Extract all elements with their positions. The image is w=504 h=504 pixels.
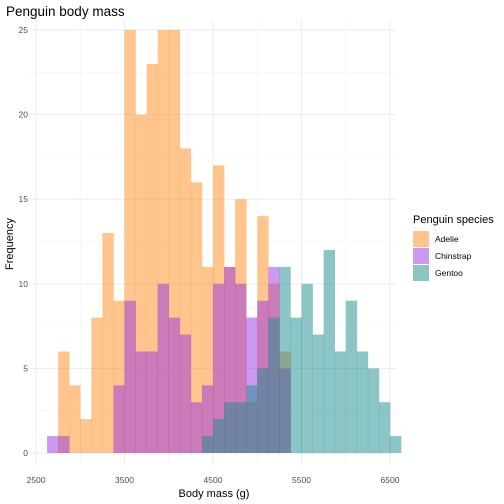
bar-gentoo — [246, 385, 258, 453]
bar-chinstrap — [47, 436, 59, 453]
bar-chinstrap — [135, 351, 147, 453]
bar-gentoo — [390, 436, 402, 453]
bar-adelie — [80, 419, 92, 453]
legend-key-gentoo — [413, 265, 429, 281]
bar-gentoo — [301, 283, 313, 453]
legend-label-chinstrap: Chinstrap — [435, 251, 472, 261]
chart-title: Penguin body mass — [6, 4, 125, 19]
legend-key-adelie — [413, 231, 429, 247]
bar-chinstrap — [224, 266, 236, 453]
bar-gentoo — [367, 368, 380, 453]
y-tick-label: 25 — [19, 25, 29, 35]
legend-title: Penguin species — [413, 214, 494, 226]
bar-chinstrap — [124, 300, 136, 453]
legend-label-gentoo: Gentoo — [435, 268, 463, 278]
bar-chinstrap — [179, 334, 192, 453]
bar-adelie — [168, 30, 181, 453]
bar-chinstrap — [58, 436, 70, 453]
bar-adelie — [201, 266, 214, 453]
bar-gentoo — [268, 317, 280, 453]
bar-chinstrap — [157, 283, 170, 453]
bar-gentoo — [356, 351, 369, 453]
bar-chinstrap — [113, 385, 125, 453]
bar-chinstrap — [213, 283, 225, 453]
bar-gentoo — [279, 266, 291, 453]
x-axis-ticks: 2500 3500 4500 5500 6500 — [27, 475, 400, 485]
bars-layer — [47, 30, 402, 454]
bar-adelie — [135, 114, 147, 453]
legend-key-chinstrap — [413, 248, 429, 264]
bar-gentoo — [213, 419, 225, 453]
bar-adelie — [190, 182, 203, 453]
bar-gentoo — [235, 402, 247, 453]
bar-adelie — [91, 317, 103, 453]
y-tick-label: 10 — [19, 279, 29, 289]
bar-chinstrap — [235, 283, 247, 453]
bar-gentoo — [334, 351, 347, 453]
bar-chinstrap — [168, 317, 181, 453]
series-gentoo — [201, 249, 402, 453]
x-tick-label: 3500 — [115, 475, 134, 485]
bar-gentoo — [345, 300, 358, 453]
y-tick-label: 20 — [19, 110, 29, 120]
y-axis-label: Frequency — [4, 218, 16, 270]
bar-adelie — [102, 233, 114, 453]
bar-gentoo — [224, 402, 236, 453]
x-tick-label: 6500 — [381, 475, 400, 485]
bar-chinstrap — [190, 402, 203, 453]
y-tick-label: 5 — [23, 363, 28, 373]
legend-label-adelie: Adelie — [435, 234, 459, 244]
y-axis-ticks: 0 5 10 15 20 25 — [19, 25, 29, 458]
x-tick-label: 2500 — [27, 475, 46, 485]
x-tick-label: 4500 — [204, 475, 223, 485]
y-tick-label: 0 — [23, 448, 28, 458]
bar-gentoo — [323, 249, 335, 453]
bar-gentoo — [257, 368, 269, 453]
bar-gentoo — [201, 436, 214, 453]
bar-gentoo — [378, 402, 391, 453]
bar-adelie — [146, 63, 158, 454]
legend: Penguin species Adelie Chinstrap Gentoo — [413, 214, 494, 281]
x-axis-label: Body mass (g) — [179, 488, 250, 500]
bar-adelie — [113, 300, 125, 453]
bar-chinstrap — [146, 351, 158, 453]
bar-adelie — [58, 351, 70, 453]
bar-adelie — [157, 30, 170, 453]
y-tick-label: 15 — [19, 194, 29, 204]
bar-adelie — [179, 148, 192, 453]
bar-adelie — [69, 385, 81, 453]
bar-chinstrap — [201, 385, 214, 453]
bar-adelie — [124, 30, 136, 453]
bar-gentoo — [312, 334, 324, 453]
bar-gentoo — [290, 317, 302, 453]
x-tick-label: 5500 — [292, 475, 311, 485]
